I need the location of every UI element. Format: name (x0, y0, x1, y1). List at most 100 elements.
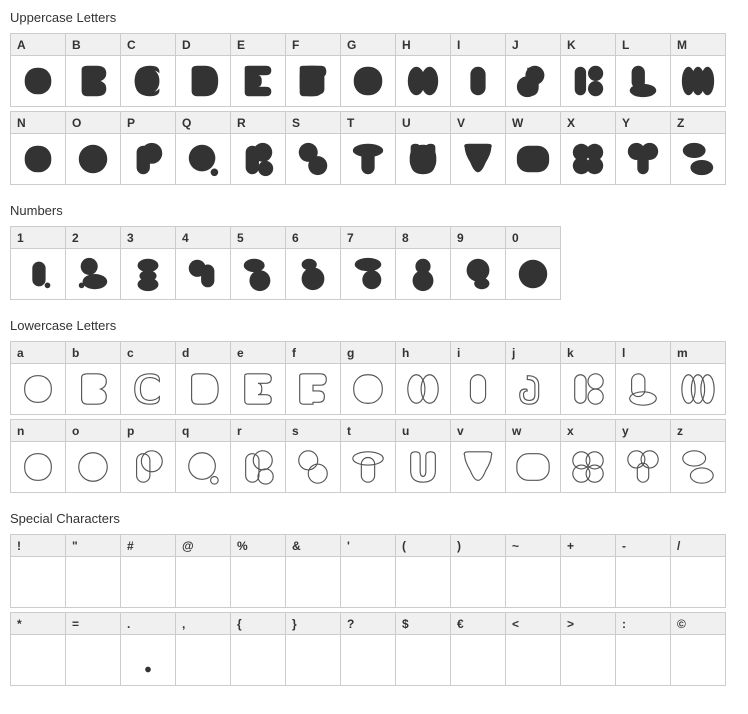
glyph-cell: L (615, 33, 671, 107)
glyph-K (568, 61, 608, 101)
glyph-* (18, 640, 58, 680)
glyph-8 (403, 254, 443, 294)
glyph-cell-header: R (231, 112, 285, 134)
glyph-w (513, 447, 553, 487)
glyph-@ (183, 562, 223, 602)
glyph-cell: R (230, 111, 286, 185)
glyph-cell-body (231, 56, 285, 106)
glyph-cell-header: 8 (396, 227, 450, 249)
glyph-cell-header: m (671, 342, 725, 364)
glyph-cell-body (616, 364, 670, 414)
glyph-cell: W (505, 111, 561, 185)
glyph-cell: ( (395, 534, 451, 608)
glyph-row: *=.,{}?$€<>:© (10, 612, 738, 686)
glyph-cell: } (285, 612, 341, 686)
section-title: Lowercase Letters (10, 318, 738, 333)
glyph-cell-body (561, 364, 615, 414)
glyph-cell-header: x (561, 420, 615, 442)
glyph-cell-header: z (671, 420, 725, 442)
glyph-$ (403, 640, 443, 680)
glyph-g (348, 369, 388, 409)
glyph-a (18, 369, 58, 409)
glyph-cell-header: B (66, 34, 120, 56)
glyph-cell-header: j (506, 342, 560, 364)
glyph-cell-body (231, 364, 285, 414)
glyph-cell: " (65, 534, 121, 608)
glyph-B (73, 61, 113, 101)
glyph-( (403, 562, 443, 602)
glyph-cell-header: O (66, 112, 120, 134)
glyph-cell: K (560, 33, 616, 107)
glyph-p (128, 447, 168, 487)
glyph-cell-body (341, 249, 395, 299)
glyph-cell: a (10, 341, 66, 415)
glyph-cell: 5 (230, 226, 286, 300)
glyph-cell-header: Q (176, 112, 230, 134)
glyph-~ (513, 562, 553, 602)
glyph-cell-header: ? (341, 613, 395, 635)
glyph-Y (623, 139, 663, 179)
glyph-cell-header: g (341, 342, 395, 364)
section-title: Uppercase Letters (10, 10, 738, 25)
glyph-cell-body (506, 56, 560, 106)
glyph-cell: ! (10, 534, 66, 608)
glyph-cell-body (671, 635, 725, 685)
glyph-cell-body (616, 442, 670, 492)
glyph-cell: . (120, 612, 176, 686)
glyph-cell-body (561, 134, 615, 184)
glyph-cell-body (451, 557, 505, 607)
glyph-cell-body (176, 134, 230, 184)
glyph-R (238, 139, 278, 179)
glyph-cell: { (230, 612, 286, 686)
glyph-cell: 4 (175, 226, 231, 300)
glyph-: (623, 640, 663, 680)
glyph-3 (128, 254, 168, 294)
glyph-cell-header: u (396, 420, 450, 442)
section-title: Numbers (10, 203, 738, 218)
glyph-cell: J (505, 33, 561, 107)
glyph-, (183, 640, 223, 680)
glyph-cell-header: / (671, 535, 725, 557)
glyph-G (348, 61, 388, 101)
glyph-row: ABCDEFGHIJKLM (10, 33, 738, 107)
glyph-cell-body (66, 249, 120, 299)
glyph-cell: 7 (340, 226, 396, 300)
glyph-cell-header: X (561, 112, 615, 134)
glyph-V (458, 139, 498, 179)
glyph-cell: s (285, 419, 341, 493)
glyph-cell-body (176, 557, 230, 607)
glyph-C (128, 61, 168, 101)
glyph-cell-body (66, 134, 120, 184)
glyph-row: !"#@%&'()~+-/ (10, 534, 738, 608)
glyph-cell-header: # (121, 535, 175, 557)
glyph-cell-header: k (561, 342, 615, 364)
glyph-cell-header: % (231, 535, 285, 557)
glyph-cell-header: 4 (176, 227, 230, 249)
glyph-W (513, 139, 553, 179)
glyph-cell-header: E (231, 34, 285, 56)
glyph-cell-body (671, 134, 725, 184)
glyph-cell-header: U (396, 112, 450, 134)
glyph-H (403, 61, 443, 101)
glyph-4 (183, 254, 223, 294)
glyph-cell: O (65, 111, 121, 185)
glyph-cell: 3 (120, 226, 176, 300)
glyph-cell-body (671, 56, 725, 106)
glyph-cell-header: { (231, 613, 285, 635)
glyph-cell-header: V (451, 112, 505, 134)
glyph-cell-header: & (286, 535, 340, 557)
glyph-cell-header: h (396, 342, 450, 364)
glyph-cell: 8 (395, 226, 451, 300)
glyph-cell-body (121, 442, 175, 492)
glyph-cell-header: f (286, 342, 340, 364)
glyph-% (238, 562, 278, 602)
glyph-cell-header: + (561, 535, 615, 557)
glyph-cell-header: 0 (506, 227, 560, 249)
glyph-2 (73, 254, 113, 294)
glyph-cell-header: d (176, 342, 230, 364)
glyph-cell: m (670, 341, 726, 415)
glyph-cell-header: e (231, 342, 285, 364)
glyph-cell-header: € (451, 613, 505, 635)
glyph-cell-header: 1 (11, 227, 65, 249)
glyph-1 (18, 254, 58, 294)
